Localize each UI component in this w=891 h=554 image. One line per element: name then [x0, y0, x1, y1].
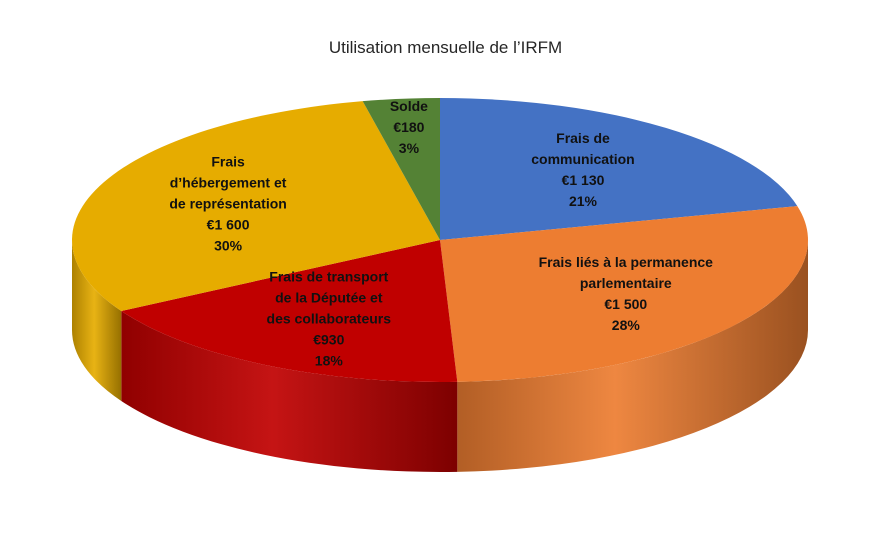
- data-label-frais-d-hebergement-et-de-representation: Frais d’hébergement et de représentation €1…: [169, 154, 286, 254]
- data-label-frais-de-transport-de-la-deputee-et-des-collaborateurs: Frais de transport de la Députée et des co…: [267, 269, 392, 369]
- data-label-line: des collaborateurs: [267, 311, 392, 327]
- data-label-line: Frais de: [556, 130, 610, 146]
- data-label-line: €1 600: [207, 217, 250, 233]
- pie-side-frais-lies-a-la-permanence-parlementaire: [457, 240, 808, 472]
- data-label-line: €1 500: [604, 296, 647, 312]
- data-label-line: Solde: [390, 98, 428, 114]
- data-label-line: de la Députée et: [275, 290, 383, 306]
- data-label-frais-lies-a-la-permanence-parlementaire: Frais liés à la permanence parlementaire €…: [539, 254, 714, 333]
- data-label-line: 21%: [569, 193, 598, 209]
- pie-slice-frais-d-hebergement-et-de-representation: [72, 101, 441, 311]
- pie-slice-frais-lies-a-la-permanence-parlementaire: [440, 206, 809, 382]
- data-label-frais-de-communication: Frais de communication €1 130 21%: [531, 130, 634, 209]
- data-label-line: 30%: [214, 238, 243, 254]
- data-label-line: 28%: [612, 317, 641, 333]
- pie-slice-frais-de-transport-de-la-deputee-et-des-collaborateurs: [121, 240, 458, 382]
- data-label-line: de représentation: [169, 196, 286, 212]
- data-label-line: communication: [531, 151, 634, 167]
- pie-slice-frais-de-communication: [440, 98, 798, 240]
- data-label-line: 18%: [315, 353, 344, 369]
- data-label-line: €930: [313, 332, 344, 348]
- data-label-line: 3%: [399, 140, 420, 156]
- data-label-line: d’hébergement et: [170, 175, 287, 191]
- data-label-line: Frais: [211, 154, 245, 170]
- data-label-line: Frais liés à la permanence: [539, 254, 714, 270]
- data-label-line: parlementaire: [580, 275, 672, 291]
- data-label-line: €180: [393, 119, 424, 135]
- pie-side-frais-de-transport-de-la-deputee-et-des-collaborateurs: [121, 311, 458, 472]
- chart-title: Utilisation mensuelle de l’IRFM: [328, 38, 563, 57]
- data-label-line: €1 130: [562, 172, 605, 188]
- data-label-line: Frais de transport: [269, 269, 388, 285]
- pie-slice-solde: [362, 98, 440, 240]
- data-label-solde: Solde €180 3%: [390, 98, 428, 156]
- pie-side-frais-d-hebergement-et-de-representation: [72, 240, 122, 401]
